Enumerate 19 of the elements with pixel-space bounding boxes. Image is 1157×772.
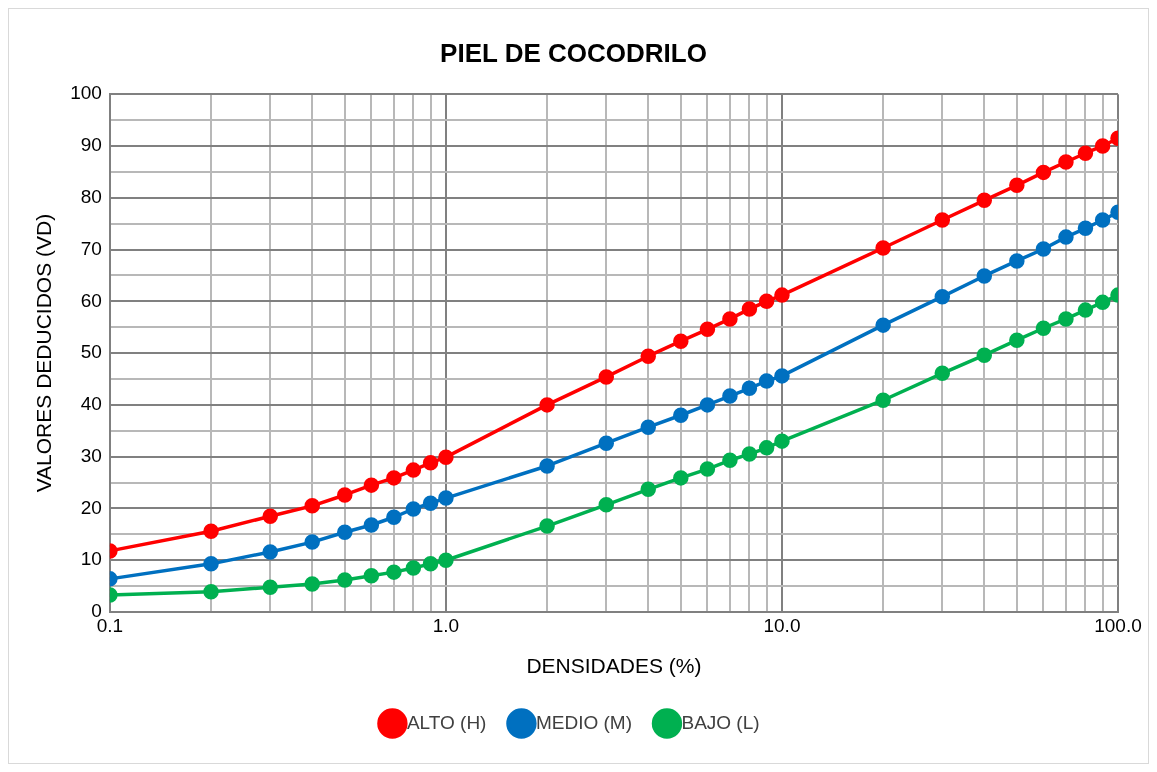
legend-label: MEDIO (M) bbox=[535, 711, 632, 733]
y-axis-title: VALORES DEDUCIDOS (VD) bbox=[32, 213, 56, 493]
x-axis-title: DENSIDADES (%) bbox=[526, 654, 702, 678]
y-tick-label: 10 bbox=[80, 548, 102, 570]
y-tick-label: 80 bbox=[80, 185, 102, 207]
y-tick-label: 40 bbox=[80, 393, 102, 415]
y-tick-label: 90 bbox=[80, 134, 102, 156]
legend-label: ALTO (H) bbox=[406, 711, 487, 733]
y-tick-label: 50 bbox=[80, 341, 102, 363]
legend-label: BAJO (L) bbox=[681, 711, 760, 733]
y-tick-label: 30 bbox=[80, 444, 102, 466]
x-tick-label: 10.0 bbox=[763, 614, 801, 636]
y-tick-label: 70 bbox=[80, 237, 102, 259]
chart-title: PIEL DE COCODRILO bbox=[440, 37, 707, 68]
y-tick-label: 60 bbox=[80, 289, 102, 311]
y-tick-label: 20 bbox=[80, 496, 102, 518]
x-tick-label: 100.0 bbox=[1094, 614, 1142, 636]
x-tick-label: 1.0 bbox=[432, 614, 460, 636]
y-tick-label: 100 bbox=[70, 82, 102, 104]
